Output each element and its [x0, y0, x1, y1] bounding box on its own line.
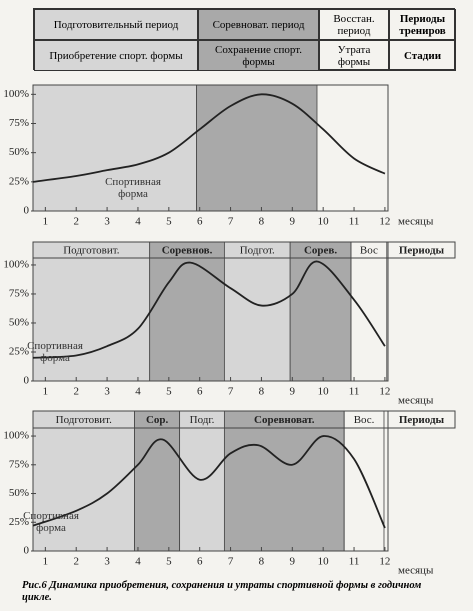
y-tick-label: 100% — [3, 88, 29, 100]
header-table: Подготовительный период Соревноват. перио… — [33, 8, 456, 71]
x-tick-label: 2 — [73, 556, 79, 568]
period-band — [343, 410, 385, 552]
y-tick-label: 75% — [9, 458, 29, 470]
header-cell: Утрата формы — [319, 40, 389, 71]
x-axis-label: месяцы — [398, 395, 434, 407]
x-tick-label: 2 — [73, 386, 79, 398]
x-tick-label: 2 — [73, 216, 79, 228]
period-label: Сор. — [146, 414, 169, 426]
x-tick-label: 3 — [104, 556, 110, 568]
form-curve — [32, 93, 386, 183]
y-tick-label: 50% — [9, 146, 29, 158]
x-tick-label: 9 — [290, 556, 296, 568]
header-cell: Периоды трениров — [389, 9, 456, 40]
y-tick-label: 75% — [9, 117, 29, 129]
x-tick-label: 4 — [135, 386, 141, 398]
y-tick-label: 0 — [24, 375, 30, 387]
period-band — [223, 241, 291, 382]
period-label: Соревноват. — [254, 414, 315, 426]
x-tick-label: 12 — [379, 216, 390, 228]
header-cell: Сохранение спорт. формы — [198, 40, 319, 71]
x-tick-label: 6 — [197, 556, 203, 568]
x-tick-label: 5 — [166, 556, 172, 568]
y-tick-label: 50% — [9, 487, 29, 499]
plot-frame — [32, 241, 389, 382]
x-tick-label: 11 — [349, 386, 360, 398]
form-curve — [32, 435, 386, 529]
x-tick-label: 6 — [197, 216, 203, 228]
period-band — [179, 410, 225, 552]
x-tick-label: 8 — [259, 556, 265, 568]
x-tick-label: 9 — [290, 386, 296, 398]
periods-title: Периоды — [399, 245, 445, 257]
x-tick-label: 3 — [104, 216, 110, 228]
period-label: Подг. — [190, 414, 215, 426]
period-label: Вос. — [354, 414, 375, 426]
x-tick-label: 5 — [166, 216, 172, 228]
period-label: Подготовит. — [56, 414, 113, 426]
header-cell: Восстан. период — [319, 9, 389, 40]
x-tick-label: 8 — [259, 216, 265, 228]
period-band — [350, 241, 388, 382]
period-band — [223, 410, 345, 552]
header-cell: Стадии — [389, 40, 456, 71]
annotation: Спортивная форма — [23, 510, 79, 534]
period-band — [32, 84, 198, 212]
period-label: Подгот. — [240, 245, 275, 257]
y-tick-label: 0 — [24, 545, 30, 557]
x-tick-label: 1 — [43, 216, 49, 228]
header-cell: Соревноват. период — [198, 9, 319, 40]
x-tick-label: 10 — [318, 556, 330, 568]
x-tick-label: 12 — [379, 386, 390, 398]
x-tick-label: 7 — [228, 216, 234, 228]
period-band — [289, 241, 352, 382]
y-tick-label: 100% — [3, 430, 29, 442]
x-tick-label: 7 — [228, 386, 234, 398]
x-axis-label: месяцы — [398, 216, 434, 228]
period-label: Вос — [360, 245, 378, 257]
x-tick-label: 3 — [104, 386, 110, 398]
caption: Рис.6 Динамика приобретения, сохранения … — [22, 580, 422, 603]
y-tick-label: 100% — [3, 258, 29, 270]
plot-frame — [32, 84, 389, 212]
form-curve — [32, 260, 386, 359]
y-tick-label: 25% — [9, 346, 29, 358]
period-label: Соревнов. — [162, 245, 213, 257]
periods-title: Периоды — [399, 414, 445, 426]
x-tick-label: 6 — [197, 386, 203, 398]
period-label: Сорев. — [304, 245, 337, 257]
period-band — [134, 410, 181, 552]
period-label: Подготовит. — [63, 245, 120, 257]
x-tick-label: 5 — [166, 386, 172, 398]
y-tick-label: 0 — [24, 205, 30, 217]
x-tick-label: 8 — [259, 386, 265, 398]
header-cell: Приобретение спорт. формы — [34, 40, 198, 71]
header-cell: Подготовительный период — [34, 9, 198, 40]
x-tick-label: 4 — [135, 556, 141, 568]
x-tick-label: 10 — [318, 386, 330, 398]
x-tick-label: 1 — [43, 386, 49, 398]
annotation: Спортивная форма — [105, 176, 161, 200]
x-axis-label: месяцы — [398, 565, 434, 577]
x-tick-label: 11 — [349, 216, 360, 228]
annotation: Спортивная форма — [27, 340, 83, 364]
x-tick-label: 1 — [43, 556, 49, 568]
y-tick-label: 75% — [9, 288, 29, 300]
x-tick-label: 11 — [349, 556, 360, 568]
period-band — [32, 410, 135, 552]
x-tick-label: 7 — [228, 556, 234, 568]
x-tick-label: 12 — [379, 556, 390, 568]
plot-frame — [32, 410, 389, 552]
period-band — [196, 84, 318, 212]
y-tick-label: 25% — [9, 175, 29, 187]
y-tick-label: 25% — [9, 516, 29, 528]
x-tick-label: 9 — [290, 216, 296, 228]
x-tick-label: 4 — [135, 216, 141, 228]
x-tick-label: 10 — [318, 216, 330, 228]
y-tick-label: 50% — [9, 317, 29, 329]
